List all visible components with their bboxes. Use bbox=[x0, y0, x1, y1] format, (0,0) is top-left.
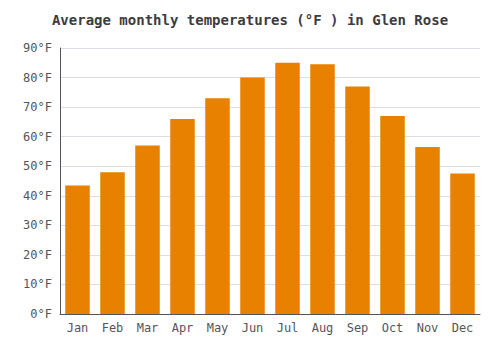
svg-text:70°F: 70°F bbox=[23, 100, 52, 114]
svg-text:Sep: Sep bbox=[347, 321, 369, 335]
svg-text:Aug: Aug bbox=[312, 321, 334, 335]
svg-text:10°F: 10°F bbox=[23, 277, 52, 291]
svg-text:40°F: 40°F bbox=[23, 189, 52, 203]
svg-text:Feb: Feb bbox=[102, 321, 124, 335]
svg-text:0°F: 0°F bbox=[30, 307, 52, 321]
svg-text:Jun: Jun bbox=[242, 321, 264, 335]
svg-text:60°F: 60°F bbox=[23, 130, 52, 144]
svg-text:90°F: 90°F bbox=[23, 41, 52, 55]
svg-text:Dec: Dec bbox=[452, 321, 474, 335]
svg-text:Jan: Jan bbox=[67, 321, 89, 335]
svg-text:50°F: 50°F bbox=[23, 159, 52, 173]
svg-text:30°F: 30°F bbox=[23, 218, 52, 232]
svg-text:Average monthly temperatures (: Average monthly temperatures (°F ) in Gl… bbox=[52, 12, 448, 28]
svg-text:May: May bbox=[207, 321, 229, 335]
svg-text:Mar: Mar bbox=[137, 321, 159, 335]
svg-text:Oct: Oct bbox=[382, 321, 404, 335]
svg-text:80°F: 80°F bbox=[23, 71, 52, 85]
svg-text:20°F: 20°F bbox=[23, 248, 52, 262]
svg-text:Jul: Jul bbox=[277, 321, 299, 335]
svg-text:Apr: Apr bbox=[172, 321, 194, 335]
svg-text:Nov: Nov bbox=[417, 321, 439, 335]
